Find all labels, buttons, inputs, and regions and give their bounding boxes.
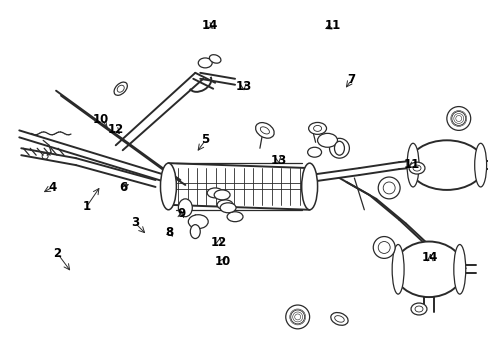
Ellipse shape [114, 82, 127, 95]
Ellipse shape [451, 112, 465, 125]
Ellipse shape [408, 162, 424, 174]
Ellipse shape [412, 165, 420, 171]
Ellipse shape [190, 225, 200, 239]
Ellipse shape [334, 141, 344, 155]
Ellipse shape [334, 143, 344, 153]
Ellipse shape [178, 199, 192, 217]
Ellipse shape [308, 122, 326, 134]
Text: 2: 2 [53, 247, 61, 260]
Ellipse shape [209, 55, 221, 63]
Text: 7: 7 [346, 73, 355, 86]
Ellipse shape [474, 143, 486, 187]
Ellipse shape [410, 303, 426, 315]
Ellipse shape [372, 237, 394, 258]
Ellipse shape [207, 188, 223, 198]
Text: 14: 14 [421, 251, 438, 264]
Ellipse shape [214, 190, 230, 200]
Ellipse shape [329, 138, 349, 158]
Text: 3: 3 [131, 216, 139, 229]
Ellipse shape [290, 310, 304, 324]
Ellipse shape [220, 203, 236, 213]
Ellipse shape [377, 242, 389, 253]
Text: 8: 8 [164, 226, 173, 239]
Text: 4: 4 [48, 181, 57, 194]
Text: 10: 10 [214, 255, 230, 268]
Ellipse shape [330, 312, 347, 325]
Ellipse shape [285, 305, 309, 329]
Ellipse shape [188, 215, 208, 229]
Ellipse shape [301, 163, 317, 210]
Ellipse shape [408, 140, 484, 190]
Text: 11: 11 [403, 158, 420, 171]
Ellipse shape [414, 306, 422, 312]
Ellipse shape [255, 123, 274, 138]
Ellipse shape [217, 200, 233, 210]
Ellipse shape [453, 244, 465, 294]
Ellipse shape [446, 107, 470, 130]
Ellipse shape [313, 125, 321, 131]
Text: 5: 5 [201, 134, 209, 147]
Ellipse shape [391, 244, 403, 294]
Text: 13: 13 [235, 80, 251, 93]
Ellipse shape [406, 143, 418, 187]
Ellipse shape [334, 316, 344, 322]
Text: 6: 6 [119, 181, 127, 194]
Text: 14: 14 [201, 19, 217, 32]
Text: 12: 12 [211, 236, 227, 249]
Text: 11: 11 [324, 19, 341, 32]
Ellipse shape [198, 58, 212, 68]
Ellipse shape [307, 147, 321, 157]
Ellipse shape [317, 133, 337, 147]
Ellipse shape [393, 242, 463, 297]
Text: 1: 1 [82, 200, 90, 213]
Text: 9: 9 [177, 207, 185, 220]
Ellipse shape [377, 177, 399, 199]
Ellipse shape [383, 182, 394, 194]
Ellipse shape [160, 163, 176, 210]
Text: 13: 13 [270, 154, 286, 167]
Ellipse shape [226, 212, 243, 222]
Ellipse shape [260, 127, 269, 134]
Ellipse shape [117, 85, 124, 92]
Text: 12: 12 [107, 123, 123, 136]
Text: 10: 10 [93, 113, 109, 126]
